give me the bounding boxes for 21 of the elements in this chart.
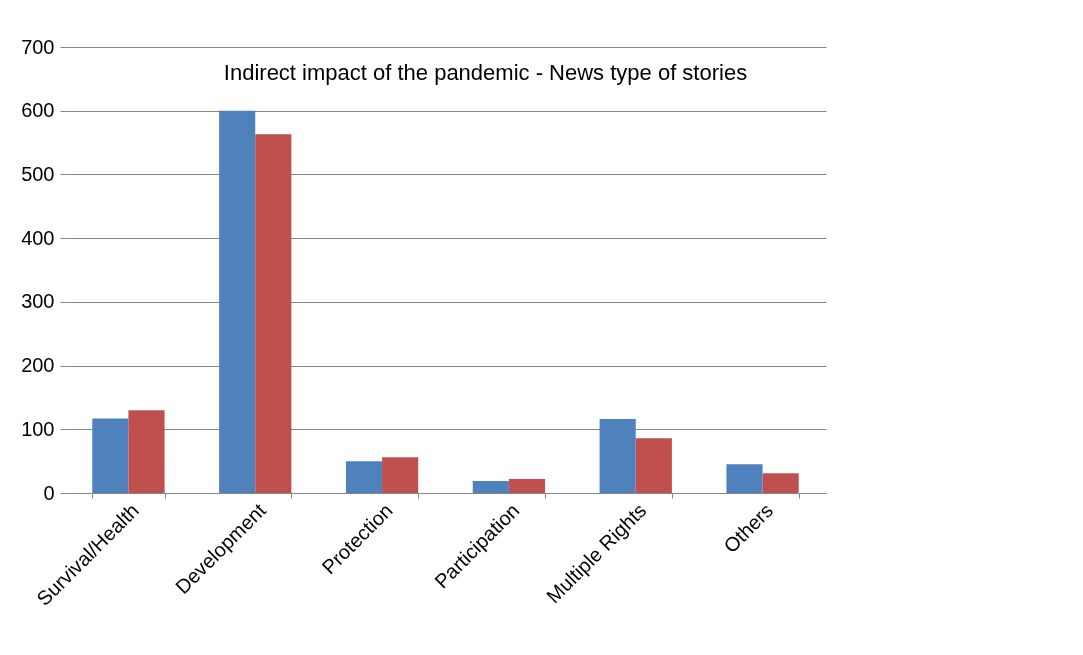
y-tick-label: 600 [21,99,55,122]
y-tick-label: 100 [21,417,55,440]
bar [255,134,292,493]
y-tick-label: 400 [21,226,55,249]
bar [726,464,763,493]
bar [128,410,165,493]
y-tick-label: 500 [21,162,55,185]
y-tick-label: 200 [21,354,55,377]
y-tick-label: 700 [21,35,55,58]
y-tick-label: 0 [43,481,55,504]
y-tick-label: 300 [21,290,55,313]
bar [599,419,636,493]
bar [92,418,129,493]
bar [472,480,509,493]
bar [382,457,419,493]
bar [635,438,672,493]
bar [345,461,383,493]
bar [219,110,256,493]
bar [508,478,546,493]
bar [762,473,799,493]
text: Indirect impact of the pandemic - News type of stories [223,60,748,85]
